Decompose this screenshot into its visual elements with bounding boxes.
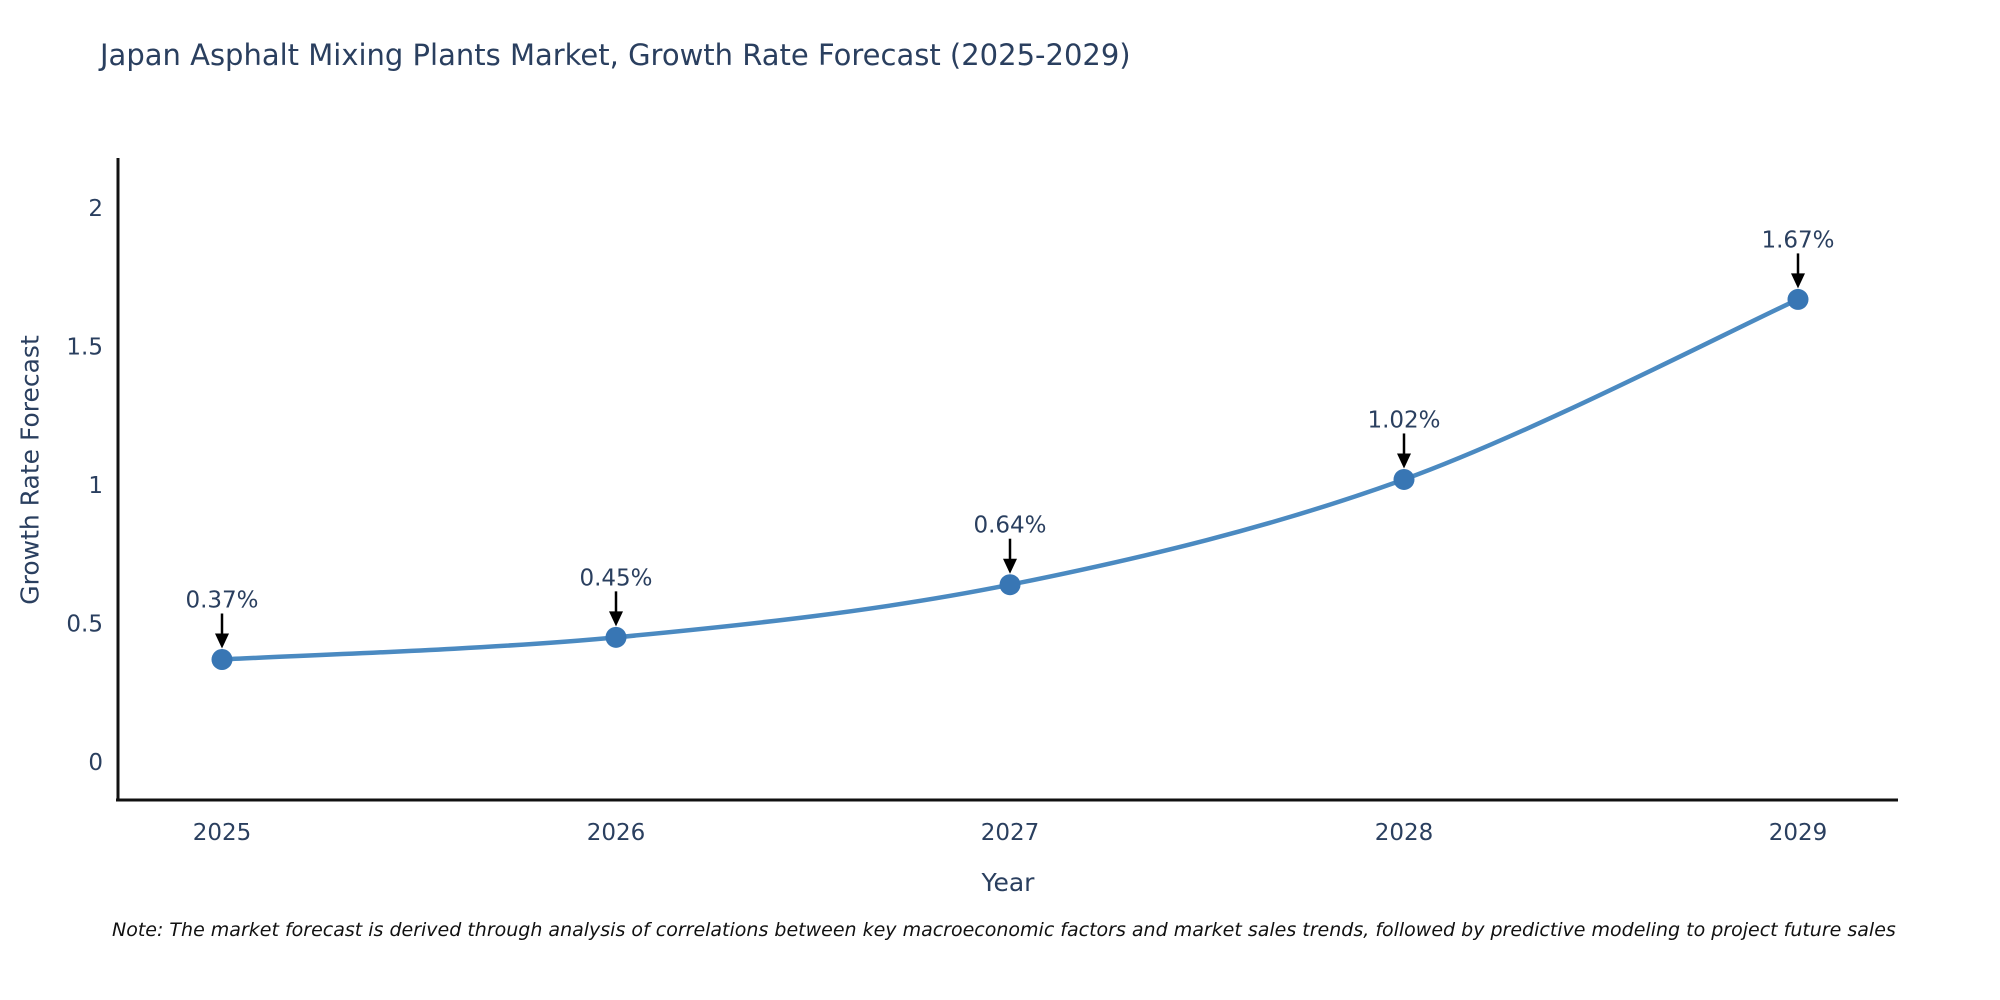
y-tick-label: 0 [88, 750, 103, 776]
data-point-2025[interactable] [211, 649, 233, 671]
forecast-line [219, 297, 1801, 662]
annotation-arrowhead [1791, 273, 1805, 289]
footnote: Note: The market forecast is derived thr… [112, 919, 1896, 941]
chart-title: Japan Asphalt Mixing Plants Market, Grow… [100, 38, 1131, 72]
x-tick-label: 2026 [587, 820, 646, 846]
data-point-2029[interactable] [1787, 288, 1809, 310]
data-point-2027[interactable] [999, 574, 1021, 596]
annotation-arrowhead [1003, 558, 1017, 574]
y-tick-label: 2 [88, 196, 103, 222]
annotation-label: 1.02% [1367, 407, 1440, 433]
annotation-arrowhead [215, 633, 229, 649]
annotation-label: 1.67% [1761, 227, 1834, 253]
x-tick-label: 2029 [1769, 820, 1828, 846]
annotation-arrowhead [609, 611, 623, 627]
x-axis-title: Year [981, 868, 1035, 897]
annotation-arrowhead [1397, 453, 1411, 469]
data-point-2028[interactable] [1393, 468, 1415, 490]
annotation-label: 0.45% [579, 565, 652, 591]
annotation-label: 0.37% [185, 588, 258, 614]
x-tick-label: 2027 [981, 820, 1040, 846]
y-tick-label: 0.5 [66, 612, 103, 638]
annotation-label: 0.64% [973, 513, 1046, 539]
y-tick-label: 1 [88, 473, 103, 499]
x-tick-label: 2028 [1375, 820, 1434, 846]
data-point-2026[interactable] [605, 626, 627, 648]
y-tick-label: 1.5 [66, 335, 103, 361]
x-tick-label: 2025 [193, 820, 252, 846]
